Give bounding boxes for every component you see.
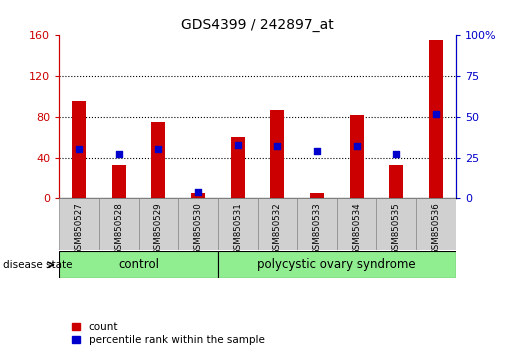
Point: [194, 189, 202, 195]
Bar: [270, 110, 284, 198]
Point: [233, 142, 242, 147]
Bar: [218, 251, 456, 278]
Text: GSM850534: GSM850534: [352, 202, 361, 255]
Bar: [231, 137, 245, 198]
Point: [114, 152, 123, 157]
Text: polycystic ovary syndrome: polycystic ovary syndrome: [258, 258, 416, 271]
Bar: [416, 198, 456, 250]
Point: [432, 111, 440, 116]
Text: GSM850530: GSM850530: [194, 202, 202, 255]
Bar: [72, 101, 86, 198]
Bar: [376, 198, 416, 250]
Bar: [59, 251, 218, 278]
Bar: [99, 198, 139, 250]
Text: disease state: disease state: [3, 260, 72, 270]
Bar: [258, 198, 297, 250]
Text: GSM850531: GSM850531: [233, 202, 242, 255]
Point: [392, 152, 401, 157]
Title: GDS4399 / 242897_at: GDS4399 / 242897_at: [181, 18, 334, 32]
Bar: [112, 165, 126, 198]
Bar: [59, 198, 99, 250]
Point: [75, 147, 83, 152]
Bar: [310, 193, 324, 198]
Point: [273, 143, 281, 149]
Text: GSM850528: GSM850528: [114, 202, 123, 255]
Bar: [337, 198, 376, 250]
Bar: [178, 198, 218, 250]
Bar: [139, 198, 178, 250]
Bar: [429, 40, 443, 198]
Text: GSM850536: GSM850536: [432, 202, 440, 255]
Text: GSM850529: GSM850529: [154, 202, 163, 255]
Text: GSM850527: GSM850527: [75, 202, 83, 255]
Bar: [297, 198, 337, 250]
Text: control: control: [118, 258, 159, 271]
Point: [352, 143, 360, 149]
Legend: count, percentile rank within the sample: count, percentile rank within the sample: [72, 322, 265, 345]
Point: [154, 147, 162, 152]
Text: GSM850532: GSM850532: [273, 202, 282, 255]
Point: [313, 148, 321, 154]
Bar: [350, 115, 364, 198]
Text: GSM850533: GSM850533: [313, 202, 321, 255]
Bar: [389, 165, 403, 198]
Bar: [151, 122, 165, 198]
Bar: [218, 198, 258, 250]
Bar: [191, 193, 205, 198]
Text: GSM850535: GSM850535: [392, 202, 401, 255]
